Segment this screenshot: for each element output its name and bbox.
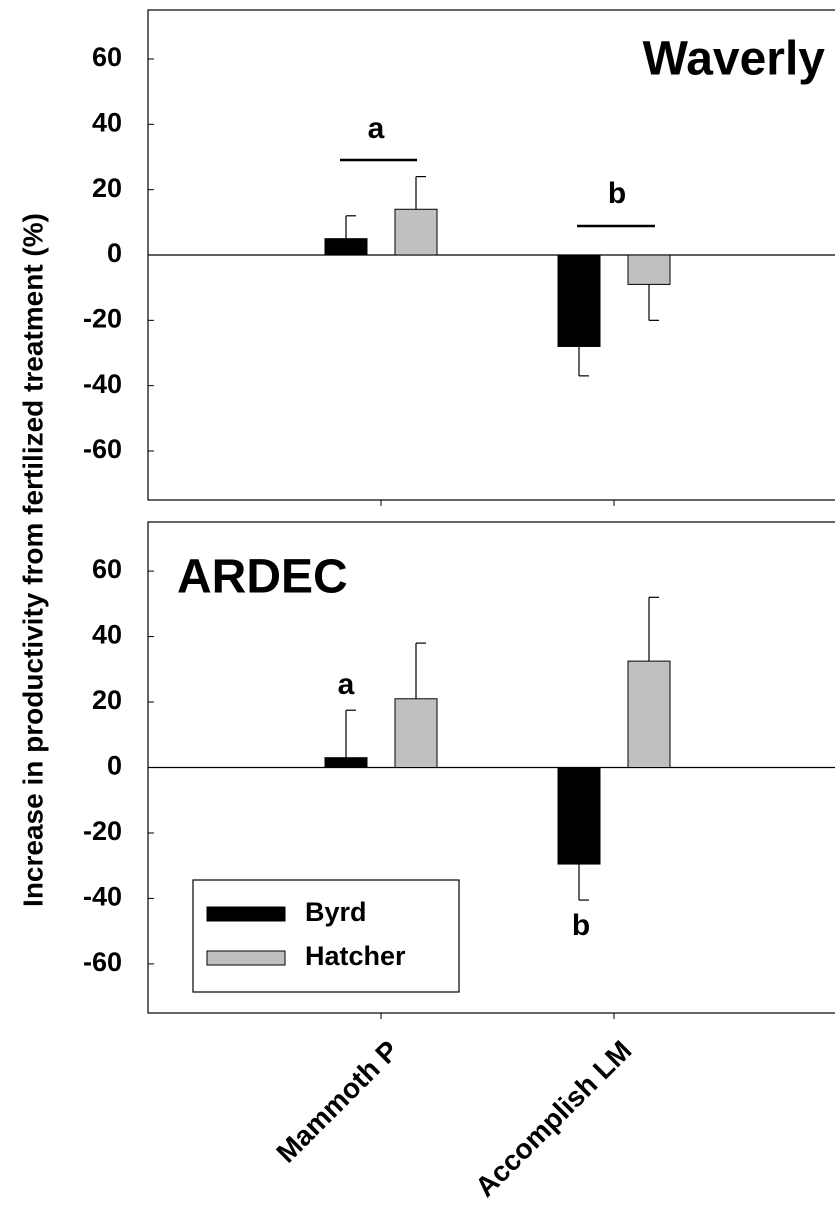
y-tick-label: 0 [107,238,122,268]
bar [324,757,368,768]
legend-label: Hatcher [305,941,406,971]
y-tick-label: -60 [83,947,122,977]
bar [627,660,671,768]
annotation: b [608,177,626,210]
y-tick-label: 20 [92,685,122,715]
y-tick-label: 0 [107,751,122,781]
legend-label: Byrd [305,897,367,927]
bar [557,767,601,865]
annotation: b [572,909,590,942]
annotation: a [368,112,385,145]
bar [394,698,438,769]
legend-box [192,879,460,993]
panel-title: ARDEC [177,551,348,604]
y-tick-label: -40 [83,882,122,912]
x-tick-label: Accomplish LM [469,1035,637,1203]
panel-title: Waverly [643,33,826,86]
y-tick-label: 40 [92,107,122,137]
bar [627,254,671,285]
annotation: a [338,668,355,701]
y-tick-label: 60 [92,42,122,72]
bar [394,208,438,256]
y-tick-label: 40 [92,620,122,650]
y-tick-label: 60 [92,554,122,584]
y-axis-label: Increase in productivity from fertilized… [17,213,48,907]
legend-swatch [206,950,286,966]
legend-swatch [206,906,286,922]
y-tick-label: -60 [83,434,122,464]
bar [557,254,601,347]
x-tick-label: Mammoth P [270,1035,404,1169]
y-tick-label: -40 [83,369,122,399]
y-tick-label: 20 [92,173,122,203]
y-tick-label: -20 [83,303,122,333]
y-tick-label: -20 [83,816,122,846]
bar [324,238,368,256]
